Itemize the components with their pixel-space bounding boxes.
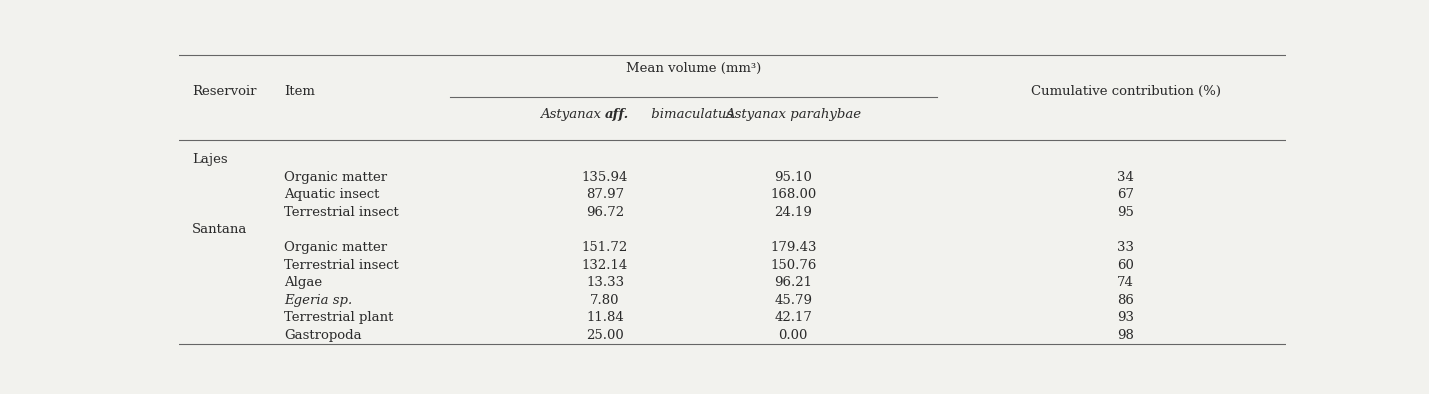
- Text: Terrestrial insect: Terrestrial insect: [284, 206, 399, 219]
- Text: 96.72: 96.72: [586, 206, 624, 219]
- Text: 45.79: 45.79: [775, 294, 812, 307]
- Text: Reservoir: Reservoir: [191, 85, 256, 98]
- Text: 42.17: 42.17: [775, 311, 812, 324]
- Text: Item: Item: [284, 85, 314, 98]
- Text: 60: 60: [1117, 258, 1135, 271]
- Text: Egeria sp.: Egeria sp.: [284, 294, 352, 307]
- Text: 74: 74: [1117, 276, 1135, 289]
- Text: 11.84: 11.84: [586, 311, 624, 324]
- Text: 0.00: 0.00: [779, 329, 807, 342]
- Text: 95: 95: [1117, 206, 1135, 219]
- Text: Aquatic insect: Aquatic insect: [284, 188, 379, 201]
- Text: Organic matter: Organic matter: [284, 241, 387, 254]
- Text: bimaculatus: bimaculatus: [647, 108, 733, 121]
- Text: 34: 34: [1117, 171, 1135, 184]
- Text: Gastropoda: Gastropoda: [284, 329, 362, 342]
- Text: 95.10: 95.10: [775, 171, 812, 184]
- Text: 24.19: 24.19: [775, 206, 812, 219]
- Text: aff.: aff.: [604, 108, 629, 121]
- Text: 179.43: 179.43: [770, 241, 816, 254]
- Text: 67: 67: [1117, 188, 1135, 201]
- Text: 132.14: 132.14: [582, 258, 629, 271]
- Text: 98: 98: [1117, 329, 1135, 342]
- Text: Lajes: Lajes: [191, 153, 227, 166]
- Text: Cumulative contribution (%): Cumulative contribution (%): [1030, 85, 1220, 98]
- Text: 25.00: 25.00: [586, 329, 624, 342]
- Text: 13.33: 13.33: [586, 276, 624, 289]
- Text: Mean volume (mm³): Mean volume (mm³): [626, 62, 762, 75]
- Text: 7.80: 7.80: [590, 294, 620, 307]
- Text: Santana: Santana: [191, 223, 247, 236]
- Text: 151.72: 151.72: [582, 241, 629, 254]
- Text: Algae: Algae: [284, 276, 322, 289]
- Text: 96.21: 96.21: [775, 276, 812, 289]
- Text: 168.00: 168.00: [770, 188, 816, 201]
- Text: 33: 33: [1117, 241, 1135, 254]
- Text: 86: 86: [1117, 294, 1135, 307]
- Text: Organic matter: Organic matter: [284, 171, 387, 184]
- Text: Terrestrial insect: Terrestrial insect: [284, 258, 399, 271]
- Text: 93: 93: [1117, 311, 1135, 324]
- Text: Astyanax: Astyanax: [540, 108, 604, 121]
- Text: 150.76: 150.76: [770, 258, 816, 271]
- Text: Terrestrial plant: Terrestrial plant: [284, 311, 393, 324]
- Text: 87.97: 87.97: [586, 188, 624, 201]
- Text: 135.94: 135.94: [582, 171, 629, 184]
- Text: Astyanax parahybae: Astyanax parahybae: [725, 108, 862, 121]
